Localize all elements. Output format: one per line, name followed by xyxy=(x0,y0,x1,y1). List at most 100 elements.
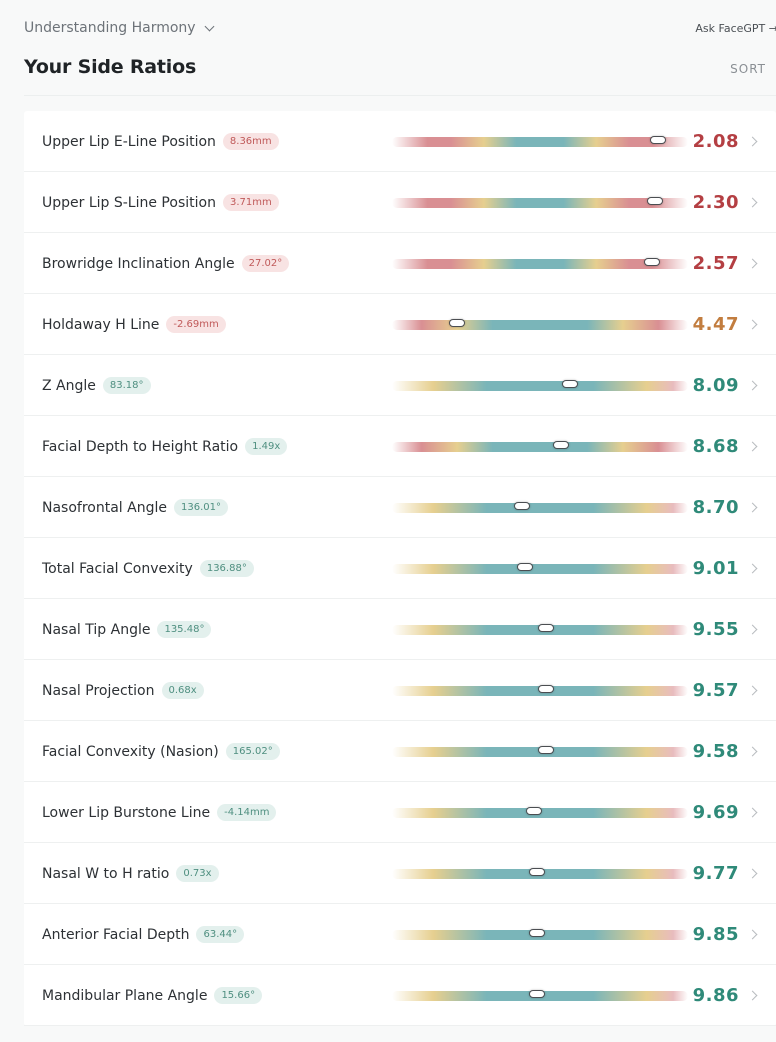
ratio-label-group: Nasal W to H ratio 0.73x xyxy=(42,843,219,904)
ratio-name: Nasal W to H ratio xyxy=(42,865,170,882)
top-bar: Understanding Harmony Ask FaceGPT → xyxy=(0,0,776,58)
ask-facegpt-link[interactable]: Ask FaceGPT → xyxy=(695,22,776,35)
ratio-row[interactable]: Facial Convexity (Nasion) 165.02° 9.58 xyxy=(24,721,776,782)
ratio-row[interactable]: Upper Lip E-Line Position 8.36mm 2.08 xyxy=(24,111,776,172)
chevron-right-icon xyxy=(747,258,758,269)
ratio-value-badge: 63.44° xyxy=(196,926,245,943)
ratio-range-bar xyxy=(392,258,688,269)
ratio-name: Nasal Projection xyxy=(42,682,155,699)
ratio-value-badge: 3.71mm xyxy=(222,194,279,211)
ratio-marker xyxy=(449,319,466,327)
ratio-name: Nasal Tip Angle xyxy=(42,621,151,638)
ratio-row[interactable]: Nasal Tip Angle 135.48° 9.55 xyxy=(24,599,776,660)
ratio-row[interactable]: Facial Depth to Height Ratio 1.49x 8.68 xyxy=(24,416,776,477)
ratio-value-badge: 135.48° xyxy=(157,621,212,638)
ratio-score: 9.55 xyxy=(692,619,739,640)
chevron-right-icon xyxy=(747,502,758,513)
ratio-value-badge: 0.73x xyxy=(176,865,219,882)
chevron-right-icon xyxy=(747,746,758,757)
ratio-range-bar xyxy=(392,563,688,574)
ratio-row[interactable]: Lower Lip Burstone Line -4.14mm 9.69 xyxy=(24,782,776,843)
ratio-marker xyxy=(526,807,543,815)
ratio-range-bar xyxy=(392,441,688,452)
ratio-row[interactable]: Holdaway H Line -2.69mm 4.47 xyxy=(24,294,776,355)
sort-button[interactable]: SORT xyxy=(730,62,766,76)
ratio-name: Holdaway H Line xyxy=(42,316,160,333)
ratio-score: 9.57 xyxy=(692,680,739,701)
ratio-label-group: Lower Lip Burstone Line -4.14mm xyxy=(42,782,277,843)
ratio-marker xyxy=(529,929,546,937)
ratio-score: 9.58 xyxy=(692,741,739,762)
ratio-row[interactable]: Mandibular Plane Angle 15.66° 9.86 xyxy=(24,965,776,1026)
ratio-score: 9.86 xyxy=(692,985,739,1006)
ratio-marker xyxy=(650,136,667,144)
ratio-name: Lower Lip Burstone Line xyxy=(42,804,211,821)
ratio-marker xyxy=(561,380,578,388)
ratio-range-bar xyxy=(392,990,688,1001)
ratio-row[interactable]: Browridge Inclination Angle 27.02° 2.57 xyxy=(24,233,776,294)
ratio-marker xyxy=(537,746,554,754)
chevron-right-icon xyxy=(747,990,758,1001)
ratio-name: Browridge Inclination Angle xyxy=(42,255,235,272)
ratio-score: 4.47 xyxy=(692,314,739,335)
ratio-score: 9.69 xyxy=(692,802,739,823)
ratio-score: 9.01 xyxy=(692,558,739,579)
ratio-list: Upper Lip E-Line Position 8.36mm 2.08 Up… xyxy=(24,111,776,1026)
ratio-value-badge: 136.01° xyxy=(173,499,228,516)
ratio-label-group: Mandibular Plane Angle 15.66° xyxy=(42,965,263,1026)
section-dropdown[interactable]: Understanding Harmony xyxy=(24,20,215,36)
ratio-row[interactable]: Upper Lip S-Line Position 3.71mm 2.30 xyxy=(24,172,776,233)
ratio-label-group: Holdaway H Line -2.69mm xyxy=(42,294,226,355)
section-dropdown-label: Understanding Harmony xyxy=(24,20,196,36)
ratio-row[interactable]: Nasal W to H ratio 0.73x 9.77 xyxy=(24,843,776,904)
ratio-row[interactable]: Nasofrontal Angle 136.01° 8.70 xyxy=(24,477,776,538)
chevron-right-icon xyxy=(747,868,758,879)
ratio-marker xyxy=(552,441,569,449)
chevron-right-icon xyxy=(747,685,758,696)
ratio-name: Z Angle xyxy=(42,377,96,394)
chevron-right-icon xyxy=(747,197,758,208)
ratio-range-bar xyxy=(392,136,688,147)
ratio-label-group: Z Angle 83.18° xyxy=(42,355,151,416)
ratio-value-badge: 136.88° xyxy=(199,560,254,577)
chevron-right-icon xyxy=(747,319,758,330)
chevron-right-icon xyxy=(747,807,758,818)
chevron-right-icon xyxy=(747,624,758,635)
ratio-row[interactable]: Total Facial Convexity 136.88° 9.01 xyxy=(24,538,776,599)
ratio-row[interactable]: Anterior Facial Depth 63.44° 9.85 xyxy=(24,904,776,965)
chevron-right-icon xyxy=(747,136,758,147)
ratio-row[interactable]: Z Angle 83.18° 8.09 xyxy=(24,355,776,416)
ratio-name: Mandibular Plane Angle xyxy=(42,987,208,1004)
ratio-value-badge: 27.02° xyxy=(241,255,290,272)
ratio-label-group: Anterior Facial Depth 63.44° xyxy=(42,904,245,965)
ratio-marker xyxy=(644,258,661,266)
ratio-value-badge: 0.68x xyxy=(161,682,204,699)
ratio-range-bar xyxy=(392,929,688,940)
ratio-marker xyxy=(517,563,534,571)
ratio-score: 9.85 xyxy=(692,924,739,945)
ratio-range-bar xyxy=(392,502,688,513)
ratio-range-bar xyxy=(392,685,688,696)
ratio-range-bar xyxy=(392,624,688,635)
ratio-name: Total Facial Convexity xyxy=(42,560,193,577)
ratio-value-badge: 83.18° xyxy=(102,377,151,394)
ratio-range-bar xyxy=(392,380,688,391)
ratio-range-bar xyxy=(392,197,688,208)
ratio-score: 8.70 xyxy=(692,497,739,518)
ratio-label-group: Upper Lip S-Line Position 3.71mm xyxy=(42,172,279,233)
ratio-value-badge: 8.36mm xyxy=(222,133,279,150)
ratio-value-badge: 165.02° xyxy=(225,743,280,760)
ratio-name: Anterior Facial Depth xyxy=(42,926,190,943)
ratio-label-group: Nasal Projection 0.68x xyxy=(42,660,204,721)
ratio-label-group: Facial Convexity (Nasion) 165.02° xyxy=(42,721,280,782)
ratio-score: 9.77 xyxy=(692,863,739,884)
ratio-marker xyxy=(514,502,531,510)
chevron-right-icon xyxy=(747,380,758,391)
ratio-range-bar xyxy=(392,807,688,818)
section-header: Your Side Ratios SORT xyxy=(24,56,776,96)
ratio-value-badge: -2.69mm xyxy=(166,316,226,333)
ratio-label-group: Nasal Tip Angle 135.48° xyxy=(42,599,212,660)
ratio-marker xyxy=(647,197,664,205)
ratio-label-group: Nasofrontal Angle 136.01° xyxy=(42,477,228,538)
ratio-row[interactable]: Nasal Projection 0.68x 9.57 xyxy=(24,660,776,721)
